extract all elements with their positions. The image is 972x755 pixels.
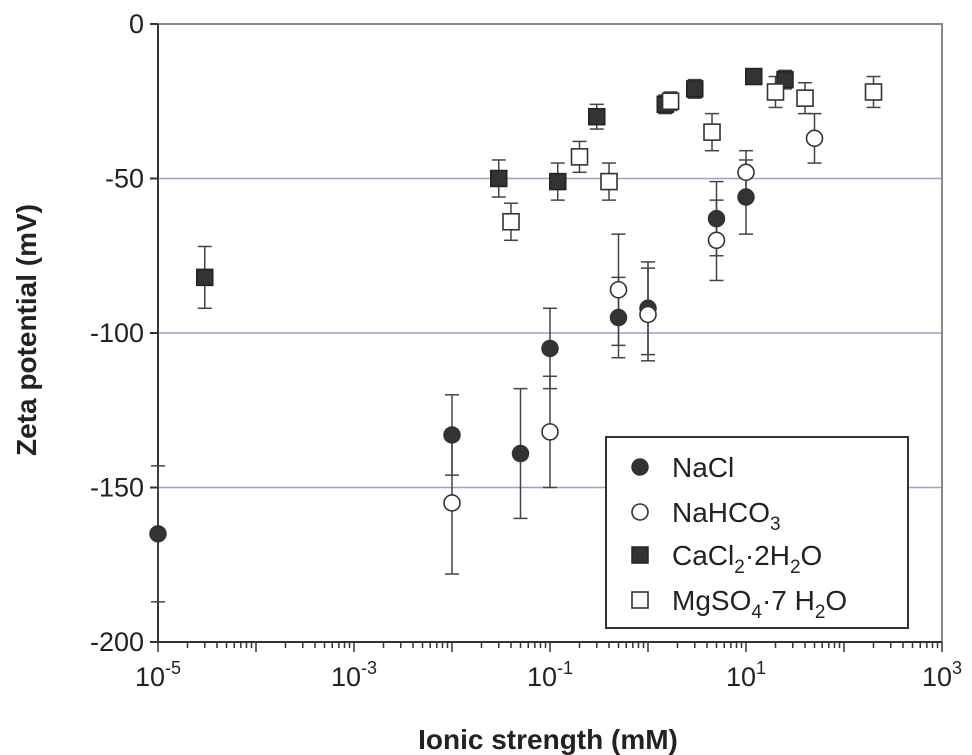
data-point-series-2 [196,268,214,287]
data-point-series-0 [737,188,755,206]
x-tick-label: 10-5 [135,658,181,692]
y-tick-label: -100 [90,318,144,348]
y-tick-label: 0 [129,9,144,39]
x-tick-label: 103 [922,658,962,692]
data-point-series-1 [639,305,657,324]
data-markers [149,67,883,543]
legend-box [605,436,909,629]
data-point-series-1 [443,494,461,512]
x-tick-label: 101 [726,658,766,692]
data-point-series-2 [549,172,567,191]
x-axis-title: Ionic strength (mM) [418,724,678,755]
data-point-series-0 [707,209,726,228]
y-tick-label: -50 [105,164,144,194]
data-point-series-2 [745,67,763,86]
y-tick-label: -200 [90,627,144,657]
legend-markers [631,458,649,609]
data-point-series-0 [149,525,167,543]
data-point-series-1 [541,423,559,441]
legend-label-mgso4: MgSO4·7 H2O [672,585,847,623]
data-point-series-1 [805,129,824,148]
data-point-series-3 [600,172,618,191]
x-tick-label: 10-1 [527,658,573,692]
y-axis-title: Zeta potential (mV) [11,204,42,456]
data-point-series-0 [511,444,530,463]
data-point-series-2 [588,107,606,126]
legend-label-nahco3: NaHCO3 [672,497,781,535]
y-tick-label: -150 [90,473,144,503]
data-point-series-1 [609,280,628,299]
data-point-series-0 [541,339,559,358]
data-point-series-0 [609,308,628,327]
x-tick-label: 10-3 [331,658,377,692]
data-point-series-2 [686,80,704,98]
legend-marker-series-2 [631,546,649,564]
data-point-series-3 [766,83,785,101]
data-point-series-3 [796,89,814,107]
legend-label-cacl2: CaCl2·2H2O [672,540,822,578]
data-point-series-1 [737,163,755,182]
data-point-series-3 [703,123,721,141]
legend-label-nacl: NaCl [672,452,734,483]
legend-marker-series-1 [631,503,649,521]
legend: NaCl NaHCO3 CaCl2·2H2O MgSO4·7 H2O [605,436,909,629]
data-point-series-3 [661,92,680,111]
data-point-series-0 [443,426,461,444]
data-point-series-3 [864,83,883,101]
data-point-series-2 [490,169,508,188]
data-point-series-1 [707,231,726,250]
legend-marker-series-3 [631,591,649,609]
data-point-series-3 [570,148,589,166]
data-point-series-3 [502,212,520,231]
legend-marker-series-0 [631,458,649,476]
